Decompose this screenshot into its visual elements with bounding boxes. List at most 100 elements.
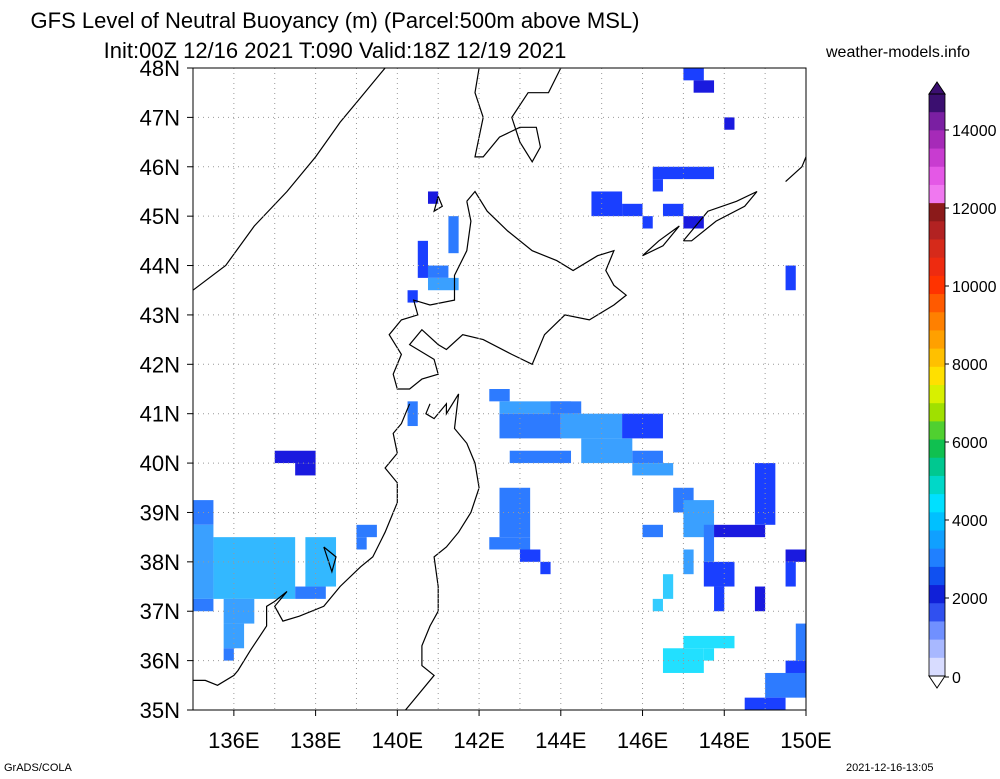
chart-title-line2: Init:00Z 12/16 2021 T:090 Valid:18Z 12/1… <box>103 38 567 63</box>
coastline <box>405 393 480 711</box>
footer-software: GrADS/COLA <box>4 762 72 774</box>
field-cell <box>652 166 715 180</box>
colorbar-label: 8000 <box>952 357 988 374</box>
colorbar-swatch <box>929 657 945 677</box>
colorbar-swatch <box>929 184 945 204</box>
lat-tick-label: 42N <box>140 352 180 377</box>
field-cell <box>489 389 510 402</box>
colorbar-label: 14000 <box>952 123 997 140</box>
field-cell <box>683 216 704 229</box>
coastline <box>785 156 807 183</box>
colorbar-swatch <box>929 548 945 568</box>
field-cell <box>509 450 572 464</box>
chart-title-line1: GFS Level of Neutral Buoyancy (m) (Parce… <box>30 8 640 33</box>
field-cells <box>193 68 806 710</box>
field-cell <box>560 413 623 439</box>
colorbar-swatch <box>929 112 945 131</box>
coastline <box>192 67 386 291</box>
coastline <box>193 403 411 686</box>
colorbar-swatch <box>929 421 945 441</box>
field-cell <box>407 290 418 303</box>
field-cell <box>642 524 663 538</box>
longitude-labels: 136E 138E 140E 142E 144E 146E 148E 150E <box>208 710 832 753</box>
colorbar-swatch <box>929 639 945 659</box>
colorbar-swatch <box>929 294 945 313</box>
field-cell <box>632 463 674 476</box>
field-cell <box>356 524 377 538</box>
field-cell <box>499 413 561 439</box>
footer-timestamp: 2021-12-16-13:05 <box>846 762 934 774</box>
colorbar-top-arrow <box>928 81 946 95</box>
field-cell <box>213 537 296 599</box>
field-cell <box>591 191 623 217</box>
coastline <box>682 190 758 242</box>
colorbar-swatch <box>929 130 945 150</box>
field-cell <box>622 413 663 439</box>
colorbar-swatch <box>929 585 945 604</box>
field-cell <box>427 277 459 291</box>
lat-tick-label: 35N <box>140 698 180 723</box>
lat-tick-label: 36N <box>140 649 180 674</box>
field-cell <box>754 586 766 612</box>
field-cell <box>193 598 214 612</box>
lon-tick-label: 150E <box>780 728 831 753</box>
field-cell <box>795 623 806 661</box>
lat-tick-label: 48N <box>140 56 180 81</box>
colorbar-swatch <box>929 166 945 186</box>
field-cell <box>703 648 715 661</box>
lat-tick-label: 44N <box>140 254 180 279</box>
colorbar-swatch <box>929 494 945 513</box>
field-cell <box>724 117 735 130</box>
lat-tick-label: 46N <box>140 155 180 180</box>
field-cell <box>427 191 439 204</box>
lon-tick-label: 136E <box>208 728 259 753</box>
field-cell <box>683 68 704 81</box>
lon-tick-label: 142E <box>453 728 504 753</box>
field-cell <box>785 549 806 562</box>
field-cell <box>295 463 316 476</box>
colorbar-swatch <box>929 366 945 386</box>
colorbar-swatch <box>929 239 945 259</box>
coastline <box>323 546 337 574</box>
plot-frame <box>192 67 807 711</box>
lat-tick-label: 40N <box>140 451 180 476</box>
field-cell <box>499 487 531 538</box>
colorbar-swatch <box>929 530 945 550</box>
colorbar-label: 2000 <box>952 591 988 608</box>
field-cell <box>540 561 551 575</box>
colorbar-swatch <box>929 512 945 531</box>
lat-tick-label: 43N <box>140 303 180 328</box>
field-cell <box>693 80 715 93</box>
colorbar-label: 6000 <box>952 435 988 452</box>
colorbar-swatch <box>929 275 945 295</box>
field-cell <box>622 203 643 217</box>
field-cell <box>223 623 245 649</box>
colorbar-swatch <box>929 221 945 240</box>
field-cell <box>662 203 684 217</box>
coastline <box>388 190 628 390</box>
lon-tick-label: 144E <box>535 728 586 753</box>
field-cell <box>703 524 715 562</box>
colorbar-frame <box>928 93 946 677</box>
lat-tick-label: 38N <box>140 550 180 575</box>
colorbar-label: 4000 <box>952 513 988 530</box>
lat-tick-label: 37N <box>140 599 180 624</box>
colorbar-swatch <box>929 348 945 368</box>
field-cell <box>519 549 541 562</box>
field-cell <box>785 265 796 291</box>
field-cell <box>785 561 796 587</box>
lon-tick-label: 138E <box>290 728 341 753</box>
field-cell <box>683 635 735 649</box>
field-cell <box>652 598 663 612</box>
coastlines <box>192 67 807 711</box>
field-cell <box>714 586 725 612</box>
lat-tick-label: 47N <box>140 105 180 130</box>
colorbar-swatch <box>929 603 945 622</box>
field-cell <box>550 401 582 414</box>
gridlines <box>193 68 806 710</box>
lat-tick-label: 45N <box>140 204 180 229</box>
field-cell <box>427 265 449 278</box>
colorbar-label: 10000 <box>952 279 997 296</box>
field-cell <box>417 240 428 278</box>
